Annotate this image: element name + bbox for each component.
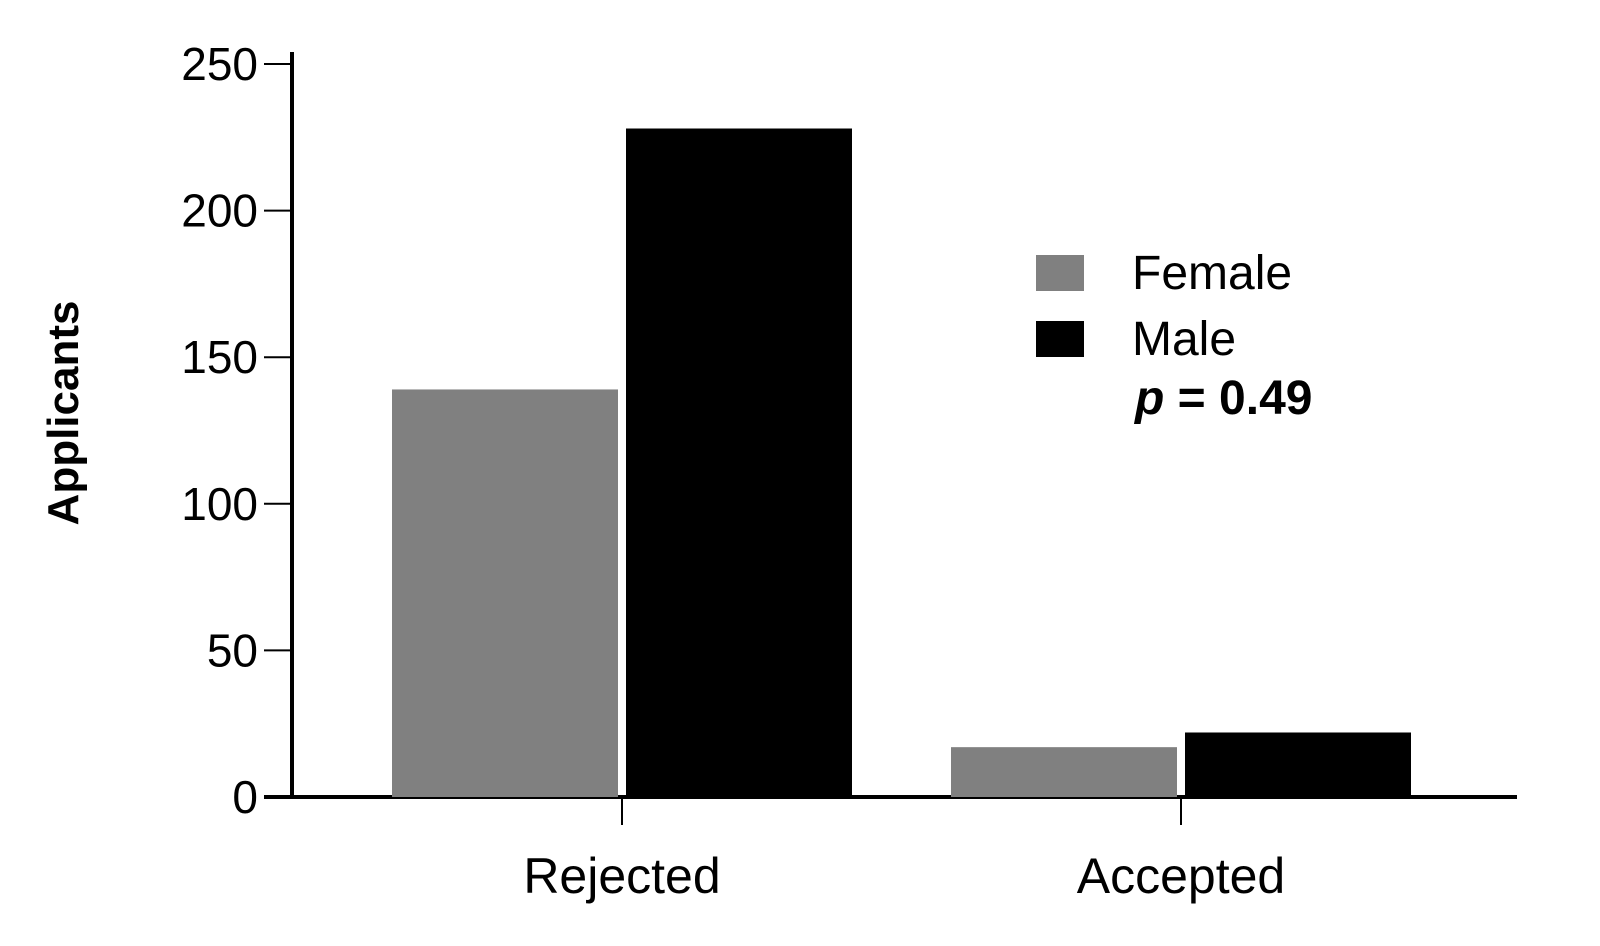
bar-female-rejected [392, 389, 618, 797]
y-tick-label-50: 50 [207, 624, 258, 676]
legend-label-male: Male [1132, 313, 1236, 366]
x-tick-label-accepted: Accepted [1077, 848, 1285, 904]
bars [392, 128, 1411, 797]
y-tick-label-0: 0 [232, 771, 258, 823]
p-symbol: p [1133, 372, 1164, 425]
y-axis: 0 50 100 150 200 250 [181, 38, 294, 823]
x-tick-label-rejected: Rejected [523, 848, 720, 904]
legend-label-female: Female [1132, 247, 1292, 300]
bar-female-accepted [951, 747, 1177, 797]
y-tick-label-150: 150 [181, 331, 258, 383]
bar-male-rejected [626, 128, 852, 797]
y-tick-label-100: 100 [181, 478, 258, 530]
y-tick-label-200: 200 [181, 185, 258, 237]
y-axis-title: Applicants [39, 301, 88, 526]
x-axis: Rejected Accepted [264, 795, 1517, 904]
legend-swatch-male [1036, 321, 1084, 357]
p-value-annotation: p = 0.49 [1133, 372, 1312, 425]
bar-male-accepted [1185, 732, 1411, 797]
legend-swatch-female [1036, 255, 1084, 291]
y-tick-label-250: 250 [181, 38, 258, 90]
p-value-text: = 0.49 [1164, 372, 1312, 425]
legend: Female Male [1036, 247, 1292, 366]
